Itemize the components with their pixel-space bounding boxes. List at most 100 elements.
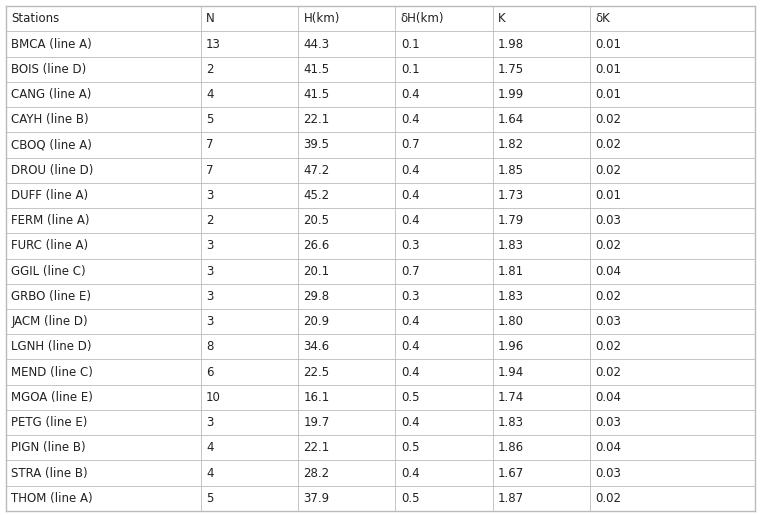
Text: 1.82: 1.82 xyxy=(498,139,524,151)
Text: 0.1: 0.1 xyxy=(401,38,419,50)
Text: 0.02: 0.02 xyxy=(596,164,622,177)
Text: 0.3: 0.3 xyxy=(401,290,419,303)
Text: 0.04: 0.04 xyxy=(596,441,622,454)
Text: 6: 6 xyxy=(206,366,214,379)
Text: 0.04: 0.04 xyxy=(596,391,622,404)
Text: 1.83: 1.83 xyxy=(498,239,524,252)
Text: 2: 2 xyxy=(206,214,214,227)
Text: 0.02: 0.02 xyxy=(596,139,622,151)
Text: 41.5: 41.5 xyxy=(304,88,330,101)
Text: GGIL (line C): GGIL (line C) xyxy=(11,265,86,278)
Text: 4: 4 xyxy=(206,441,214,454)
Text: 0.7: 0.7 xyxy=(401,139,419,151)
Text: 45.2: 45.2 xyxy=(304,189,330,202)
Text: 1.64: 1.64 xyxy=(498,113,524,126)
Text: 39.5: 39.5 xyxy=(304,139,330,151)
Text: 1.67: 1.67 xyxy=(498,467,524,479)
Text: 41.5: 41.5 xyxy=(304,63,330,76)
Text: K: K xyxy=(498,12,506,25)
Text: 5: 5 xyxy=(206,492,214,505)
Text: 22.1: 22.1 xyxy=(304,113,330,126)
Text: 1.79: 1.79 xyxy=(498,214,524,227)
Text: 1.98: 1.98 xyxy=(498,38,524,50)
Text: H(km): H(km) xyxy=(304,12,340,25)
Text: CANG (line A): CANG (line A) xyxy=(11,88,92,101)
Text: δK: δK xyxy=(596,12,610,25)
Text: 0.4: 0.4 xyxy=(401,416,419,429)
Text: 0.7: 0.7 xyxy=(401,265,419,278)
Text: 3: 3 xyxy=(206,315,214,328)
Text: 1.94: 1.94 xyxy=(498,366,524,379)
Text: 1.87: 1.87 xyxy=(498,492,524,505)
Text: 22.5: 22.5 xyxy=(304,366,330,379)
Text: 0.03: 0.03 xyxy=(596,416,622,429)
Text: 1.81: 1.81 xyxy=(498,265,524,278)
Text: MEND (line C): MEND (line C) xyxy=(11,366,94,379)
Text: 3: 3 xyxy=(206,265,214,278)
Text: PIGN (line B): PIGN (line B) xyxy=(11,441,86,454)
Text: 0.1: 0.1 xyxy=(401,63,419,76)
Text: 0.03: 0.03 xyxy=(596,315,622,328)
Text: 5: 5 xyxy=(206,113,214,126)
Text: 1.83: 1.83 xyxy=(498,416,524,429)
Text: 1.80: 1.80 xyxy=(498,315,524,328)
Text: 26.6: 26.6 xyxy=(304,239,330,252)
Text: δH(km): δH(km) xyxy=(401,12,444,25)
Text: 0.04: 0.04 xyxy=(596,265,622,278)
Text: 37.9: 37.9 xyxy=(304,492,330,505)
Text: 1.74: 1.74 xyxy=(498,391,524,404)
Text: 22.1: 22.1 xyxy=(304,441,330,454)
Text: 0.4: 0.4 xyxy=(401,164,419,177)
Text: 0.01: 0.01 xyxy=(596,88,622,101)
Text: 1.75: 1.75 xyxy=(498,63,524,76)
Text: 0.03: 0.03 xyxy=(596,214,622,227)
Text: LGNH (line D): LGNH (line D) xyxy=(11,340,92,353)
Text: 0.5: 0.5 xyxy=(401,441,419,454)
Text: DROU (line D): DROU (line D) xyxy=(11,164,94,177)
Text: PETG (line E): PETG (line E) xyxy=(11,416,88,429)
Text: N: N xyxy=(206,12,215,25)
Text: JACM (line D): JACM (line D) xyxy=(11,315,88,328)
Text: 0.4: 0.4 xyxy=(401,214,419,227)
Text: 10: 10 xyxy=(206,391,221,404)
Text: 3: 3 xyxy=(206,239,214,252)
Text: 44.3: 44.3 xyxy=(304,38,330,50)
Text: 0.02: 0.02 xyxy=(596,239,622,252)
Text: 3: 3 xyxy=(206,416,214,429)
Text: 0.02: 0.02 xyxy=(596,290,622,303)
Text: 1.85: 1.85 xyxy=(498,164,524,177)
Text: 20.9: 20.9 xyxy=(304,315,330,328)
Text: 0.02: 0.02 xyxy=(596,492,622,505)
Text: 0.01: 0.01 xyxy=(596,63,622,76)
Text: Stations: Stations xyxy=(11,12,59,25)
Text: 1.96: 1.96 xyxy=(498,340,524,353)
Text: BOIS (line D): BOIS (line D) xyxy=(11,63,87,76)
Text: 1.99: 1.99 xyxy=(498,88,524,101)
Text: 4: 4 xyxy=(206,467,214,479)
Text: 0.01: 0.01 xyxy=(596,189,622,202)
Text: THOM (line A): THOM (line A) xyxy=(11,492,93,505)
Text: 0.02: 0.02 xyxy=(596,340,622,353)
Text: 0.4: 0.4 xyxy=(401,113,419,126)
Text: 20.5: 20.5 xyxy=(304,214,330,227)
Text: 0.5: 0.5 xyxy=(401,391,419,404)
Text: 2: 2 xyxy=(206,63,214,76)
Text: FERM (line A): FERM (line A) xyxy=(11,214,90,227)
Text: 34.6: 34.6 xyxy=(304,340,330,353)
Text: 47.2: 47.2 xyxy=(304,164,330,177)
Text: 3: 3 xyxy=(206,189,214,202)
Text: GRBO (line E): GRBO (line E) xyxy=(11,290,91,303)
Text: 0.02: 0.02 xyxy=(596,366,622,379)
Text: 1.86: 1.86 xyxy=(498,441,524,454)
Text: 13: 13 xyxy=(206,38,221,50)
Text: 0.4: 0.4 xyxy=(401,189,419,202)
Text: 0.4: 0.4 xyxy=(401,315,419,328)
Text: 28.2: 28.2 xyxy=(304,467,330,479)
Text: STRA (line B): STRA (line B) xyxy=(11,467,88,479)
Text: 0.4: 0.4 xyxy=(401,366,419,379)
Text: FURC (line A): FURC (line A) xyxy=(11,239,88,252)
Text: 7: 7 xyxy=(206,139,214,151)
Text: BMCA (line A): BMCA (line A) xyxy=(11,38,92,50)
Text: 29.8: 29.8 xyxy=(304,290,330,303)
Text: 3: 3 xyxy=(206,290,214,303)
